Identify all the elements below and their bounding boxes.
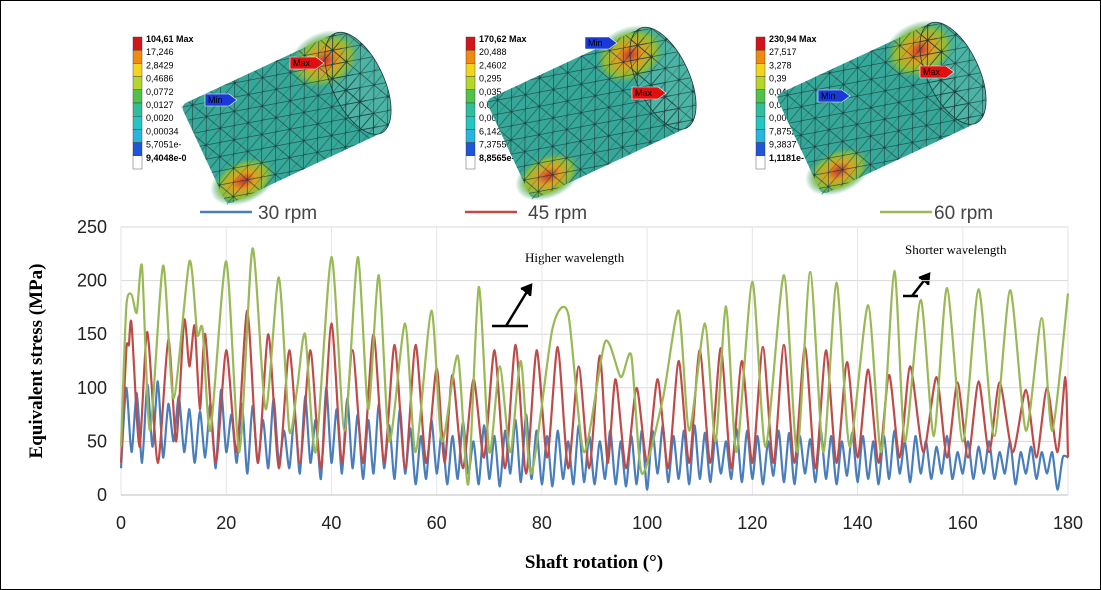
colorbar-swatch [466,143,475,156]
colorbar-swatch [756,77,765,90]
colorbar-label: 9,4048e-0 [146,153,187,163]
colorbar-label: 0,39 [769,74,787,84]
min-tag-label: Min [208,95,223,105]
colorbar-label: 17,246 [146,47,174,57]
colorbar-swatch [133,50,142,63]
y-tick-label: 250 [77,217,107,237]
colorbar-label: 230,94 Max [769,34,817,44]
x-tick-label: 180 [1053,513,1083,533]
colorbar-swatch [756,143,765,156]
min-tag-label: Min [588,38,603,48]
colorbar-swatch [466,129,475,142]
colorbar-swatch [133,77,142,90]
colorbar-label: 9,3837 [769,140,797,150]
y-tick-label: 0 [97,485,107,505]
colorbar-swatch [466,37,475,50]
colorbar-swatch [756,50,765,63]
colorbar-swatch [133,63,142,76]
colorbar-label: 0,4686 [146,74,174,84]
colorbar-label: 0,295 [479,74,502,84]
colorbar-swatch [466,90,475,103]
x-tick-label: 120 [737,513,767,533]
colorbar-swatch [133,103,142,116]
x-tick-label: 20 [216,513,236,533]
colorbar-swatch [133,143,142,156]
legend-label: 30 rpm [258,203,317,224]
min-tag-label: Min [821,91,836,101]
x-tick-label: 140 [843,513,873,533]
colorbar-swatch [466,156,475,169]
colorbar-label: 0,00034 [146,126,179,136]
colorbar-swatch [756,90,765,103]
colorbar-label: 170,62 Max [479,34,527,44]
x-tick-label: 160 [948,513,978,533]
colorbar-swatch [466,77,475,90]
colorbar-label: 2,8429 [146,60,174,70]
y-tick-label: 50 [87,431,107,451]
x-axis-title: Shaft rotation (°) [525,552,663,573]
colorbar-label: 5,7051e- [146,140,182,150]
colorbar-swatch [133,37,142,50]
colorbar-swatch [756,129,765,142]
colorbar-swatch [756,63,765,76]
colorbar-label: 1,1181e- [769,153,804,163]
colorbar-swatch [756,156,765,169]
colorbar-label: 0,0020 [146,113,174,123]
x-tick-label: 80 [532,513,552,533]
colorbar-label: 8,8565e- [479,153,515,163]
annotation: Shorter wavelength [905,242,1007,257]
x-tick-label: 60 [427,513,447,533]
colorbar-swatch [466,63,475,76]
annotation: Higher wavelength [525,250,625,265]
colorbar-swatch [133,116,142,129]
colorbar-label: 0,0772 [146,87,174,97]
colorbar-swatch [756,103,765,116]
x-tick-label: 100 [632,513,662,533]
max-tag-label: Max [923,67,941,77]
colorbar-label: 3,278 [769,60,792,70]
colorbar-swatch [133,156,142,169]
colorbar-label: 2,4602 [479,60,507,70]
colorbar-swatch [133,129,142,142]
colorbar-swatch [756,116,765,129]
colorbar-label: 0,0127 [146,100,174,110]
x-tick-label: 0 [116,513,126,533]
colorbar-label: 27,517 [769,47,797,57]
colorbar-swatch [466,103,475,116]
colorbar-swatch [756,37,765,50]
legend-label: 60 rpm [934,203,993,224]
colorbar-swatch [466,50,475,63]
x-tick-label: 40 [321,513,341,533]
max-tag-label: Max [635,88,653,98]
chart: 104,61 Max 17,246 2,8429 0,4686 0,0772 0,0127… [0,0,1101,590]
colorbar-swatch [466,116,475,129]
y-axis-title: Equivalent stress (MPa) [26,264,47,459]
y-tick-label: 200 [77,271,107,291]
y-tick-label: 150 [77,324,107,344]
colorbar-swatch [133,90,142,103]
max-tag-label: Max [293,58,311,68]
colorbar-label: 104,61 Max [146,34,194,44]
legend-label: 45 rpm [528,203,587,224]
colorbar-label: 20,488 [479,47,507,57]
y-tick-label: 100 [77,378,107,398]
